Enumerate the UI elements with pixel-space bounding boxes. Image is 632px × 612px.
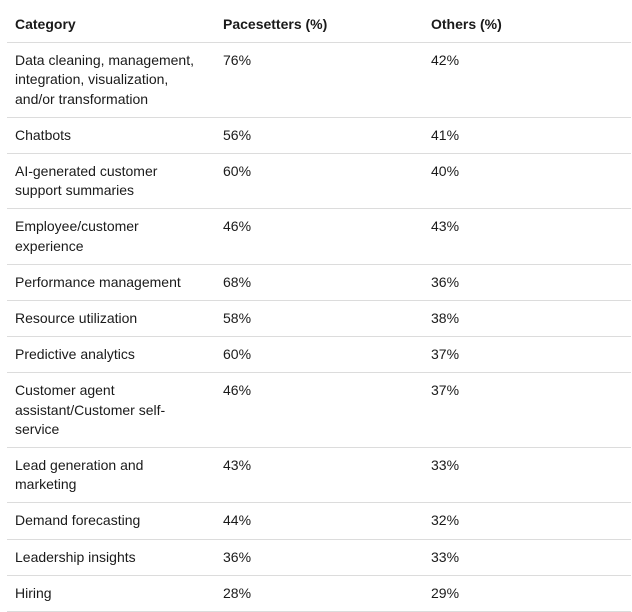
table-row: AI-generated customer support summaries …: [7, 153, 631, 210]
pacesetters-cell: 46%: [215, 208, 423, 265]
comparison-table: Category Pacesetters (%) Others (%) Data…: [7, 4, 631, 612]
table-row: Hiring 28% 29%: [7, 575, 631, 612]
category-cell: Leadership insights: [7, 539, 215, 576]
table-row: Performance management 68% 36%: [7, 264, 631, 302]
table-row: Leadership insights 36% 33%: [7, 539, 631, 576]
table-row: Employee/customer experience 46% 43%: [7, 208, 631, 265]
pacesetters-cell: 58%: [215, 300, 423, 338]
column-header-pacesetters: Pacesetters (%): [215, 4, 423, 44]
others-cell: 29%: [423, 575, 631, 612]
pacesetters-cell: 76%: [215, 42, 423, 118]
table-row: Demand forecasting 44% 32%: [7, 502, 631, 540]
pacesetters-cell: 60%: [215, 153, 423, 210]
others-cell: 37%: [423, 336, 631, 374]
table-row: Resource utilization 58% 38%: [7, 300, 631, 338]
pacesetters-cell: 43%: [215, 447, 423, 504]
table-row: Data cleaning, management, integration, …: [7, 42, 631, 118]
others-cell: 36%: [423, 264, 631, 302]
table-header-row: Category Pacesetters (%) Others (%): [7, 4, 631, 44]
category-cell: Performance management: [7, 264, 215, 302]
others-cell: 37%: [423, 372, 631, 449]
category-cell: Predictive analytics: [7, 336, 215, 374]
category-cell: Customer agent assistant/Customer self-s…: [7, 372, 215, 449]
pacesetters-cell: 28%: [215, 575, 423, 612]
category-cell: Lead generation and marketing: [7, 447, 215, 504]
others-cell: 33%: [423, 447, 631, 504]
others-cell: 38%: [423, 300, 631, 338]
category-cell: Resource utilization: [7, 300, 215, 338]
others-cell: 33%: [423, 539, 631, 576]
table-row: Predictive analytics 60% 37%: [7, 336, 631, 374]
pacesetters-cell: 68%: [215, 264, 423, 302]
others-cell: 41%: [423, 117, 631, 155]
category-cell: Chatbots: [7, 117, 215, 155]
category-cell: Hiring: [7, 575, 215, 612]
category-cell: Employee/customer experience: [7, 208, 215, 265]
pacesetters-cell: 56%: [215, 117, 423, 155]
others-cell: 42%: [423, 42, 631, 118]
category-cell: AI-generated customer support summaries: [7, 153, 215, 210]
category-cell: Data cleaning, management, integration, …: [7, 42, 215, 118]
column-header-others: Others (%): [423, 4, 631, 44]
others-cell: 43%: [423, 208, 631, 265]
column-header-category: Category: [7, 4, 215, 44]
others-cell: 32%: [423, 502, 631, 540]
pacesetters-cell: 46%: [215, 372, 423, 449]
category-cell: Demand forecasting: [7, 502, 215, 540]
others-cell: 40%: [423, 153, 631, 210]
table-row: Chatbots 56% 41%: [7, 117, 631, 155]
pacesetters-cell: 36%: [215, 539, 423, 576]
table-row: Customer agent assistant/Customer self-s…: [7, 372, 631, 449]
table-row: Lead generation and marketing 43% 33%: [7, 447, 631, 504]
pacesetters-cell: 44%: [215, 502, 423, 540]
pacesetters-cell: 60%: [215, 336, 423, 374]
